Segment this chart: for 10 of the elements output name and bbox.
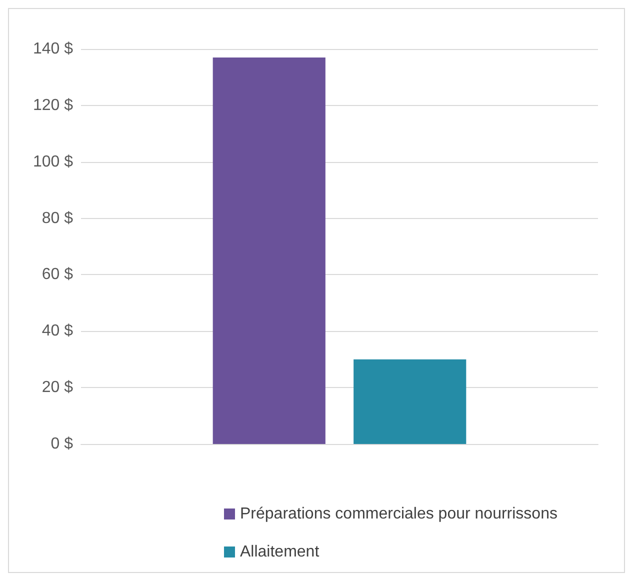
y-tick-label: 100 $ <box>32 153 74 170</box>
y-tick-label: 20 $ <box>42 379 74 396</box>
legend-label: Préparations commerciales pour nourrissons <box>240 506 558 522</box>
y-tick-label: 40 $ <box>42 322 74 340</box>
legend-label: Allaitement <box>240 544 320 560</box>
y-tick-label: 0 $ <box>50 436 74 452</box>
y-tick-label: 60 $ <box>42 266 74 284</box>
y-tick-label: 80 $ <box>42 210 74 227</box>
y-tick-label: 140 $ <box>32 40 74 58</box>
y-tick-label: 120 $ <box>32 96 74 114</box>
